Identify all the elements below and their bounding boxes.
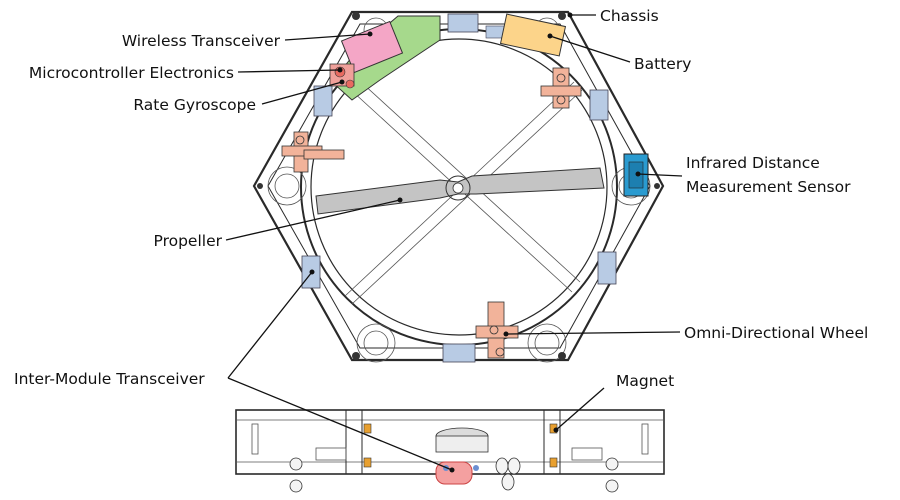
label-propeller: Propeller (154, 232, 223, 250)
chassis-hexagon (252, 10, 665, 362)
wireless-transceiver-board (340, 20, 404, 74)
label-magnet: Magnet (616, 372, 674, 390)
battery-pack (499, 13, 567, 57)
label-battery: Battery (634, 55, 691, 73)
label-chassis: Chassis (600, 7, 659, 25)
side-view (235, 409, 665, 493)
label-microcontroller: Microcontroller Electronics (29, 64, 234, 82)
label-inter-module-transceiver: Inter-Module Transceiver (14, 370, 205, 388)
infrared-sensor-part (623, 153, 649, 197)
label-infrared-line1: Infrared Distance (686, 154, 820, 172)
inter-module-transceivers (301, 13, 617, 363)
label-rate-gyroscope: Rate Gyroscope (133, 96, 256, 114)
chassis-ring-inner (310, 38, 608, 336)
side-wheels (289, 457, 619, 493)
propeller-hub (445, 175, 471, 201)
labels: Chassis Wireless Transceiver Battery Mic… (14, 7, 868, 390)
strut-b-2 (351, 89, 583, 305)
label-wireless-transceiver: Wireless Transceiver (122, 32, 281, 50)
top-view (252, 10, 665, 363)
strut-a-2 (349, 71, 581, 283)
label-infrared-line2: Measurement Sensor (686, 178, 851, 196)
leader-lines (225, 12, 683, 473)
label-omni-wheel: Omni-Directional Wheel (684, 324, 868, 342)
